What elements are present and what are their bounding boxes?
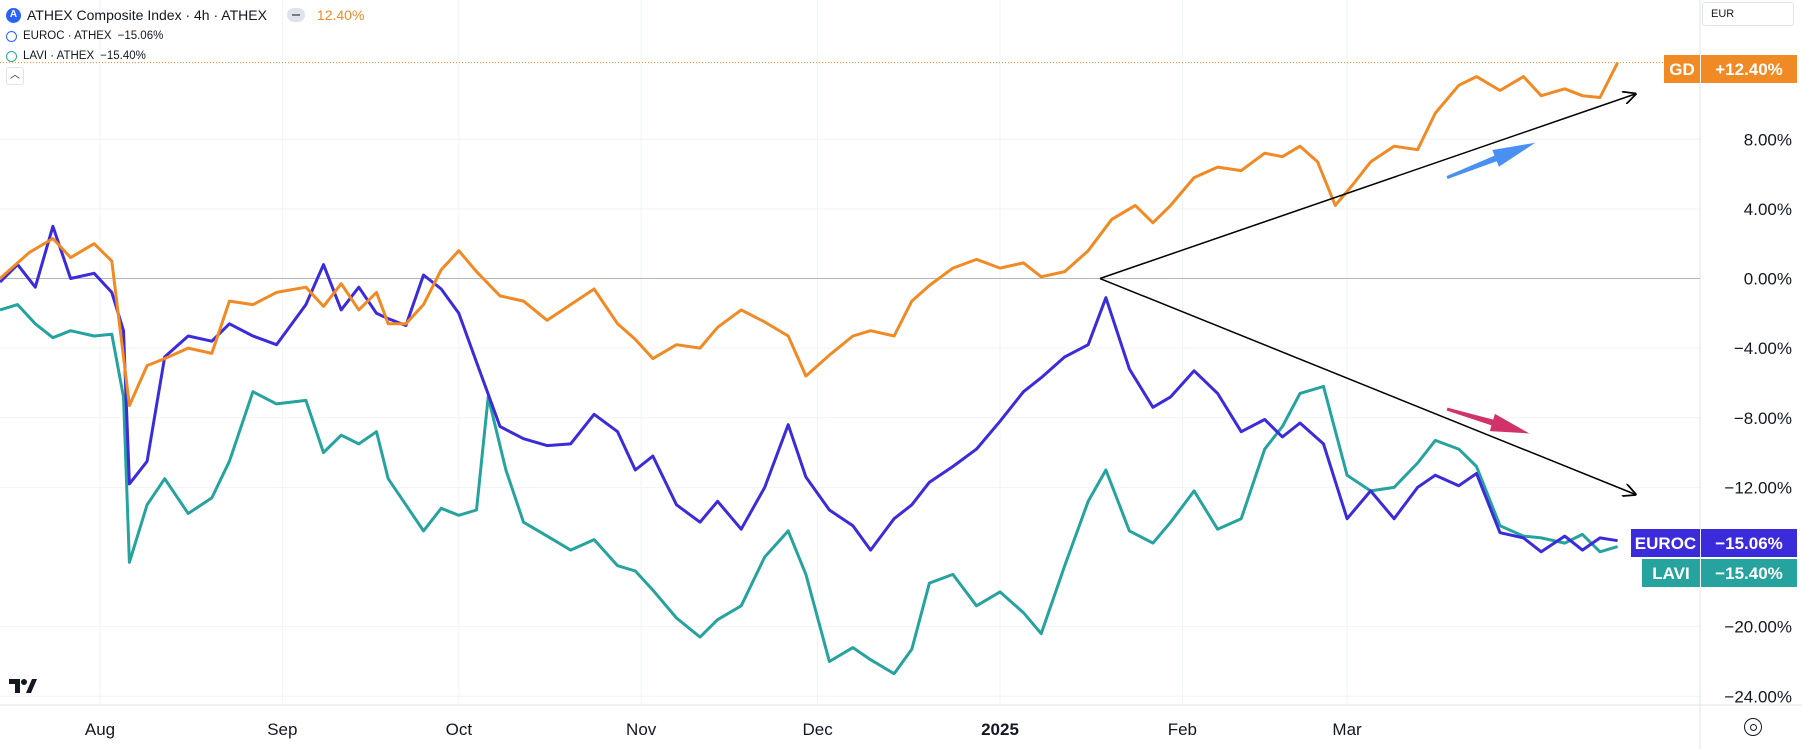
series-name-tag bbox=[1642, 559, 1700, 587]
euroc-change: −15.06% bbox=[117, 30, 164, 42]
price-axis-tick-label: −20.00% bbox=[1724, 618, 1792, 637]
series-line-euroc[interactable] bbox=[0, 224, 1618, 554]
last-value-labels: GD +12.40% EUROC −15.06% LAVI −15.40% bbox=[1631, 55, 1797, 587]
series-value-tag bbox=[1701, 559, 1797, 587]
legend-row-euroc[interactable]: EUROC · ATHEX −15.06% bbox=[6, 26, 364, 46]
price-axis-tick-label: −24.00% bbox=[1724, 687, 1792, 706]
series-name-text: GD bbox=[1669, 60, 1695, 79]
highlight-arrow-shape bbox=[1446, 407, 1530, 434]
legend-main-row[interactable]: A ATHEX Composite Index · 4h · ATHEX 12.… bbox=[6, 4, 364, 26]
series-value-text: +12.40% bbox=[1715, 60, 1783, 79]
series-layer bbox=[0, 62, 1619, 676]
highlight-arrow-drawing[interactable] bbox=[1445, 400, 1532, 442]
price-axis-tick-label: −12.00% bbox=[1724, 478, 1792, 497]
time-axis-tick-label: Nov bbox=[626, 720, 657, 739]
price-axis-tick-label: −4.00% bbox=[1734, 339, 1792, 358]
compare-symbol-icon bbox=[6, 30, 17, 42]
main-symbol[interactable]: ATHEX Composite Index · 4h · ATHEX bbox=[27, 7, 267, 23]
highlight-arrow-drawing[interactable] bbox=[1444, 134, 1539, 186]
price-axis-tick-label: 4.00% bbox=[1744, 200, 1792, 219]
compare-symbol-icon bbox=[6, 50, 17, 62]
price-axis-tick-label: 8.00% bbox=[1744, 130, 1792, 149]
chevron-up-icon[interactable]: ︿ bbox=[6, 67, 24, 85]
price-axis-tick-label: 0.00% bbox=[1744, 270, 1792, 289]
trend-arrow-drawing[interactable] bbox=[1099, 94, 1635, 280]
series-value-tag bbox=[1701, 529, 1797, 557]
time-axis-tick-label: Feb bbox=[1168, 720, 1197, 739]
exchange-logo-icon: A bbox=[6, 7, 21, 23]
series-name-text: LAVI bbox=[1652, 564, 1689, 583]
gear-icon[interactable] bbox=[1744, 718, 1762, 736]
legend-collapse-row[interactable]: ︿ bbox=[6, 66, 364, 86]
series-name-text: EUROC bbox=[1635, 534, 1696, 553]
series-name-tag bbox=[1664, 55, 1700, 83]
series-name-tag bbox=[1631, 529, 1700, 557]
chart-legend: A ATHEX Composite Index · 4h · ATHEX 12.… bbox=[6, 4, 364, 86]
time-axis-tick-label: 2025 bbox=[981, 720, 1019, 739]
euroc-symbol: EUROC · ATHEX bbox=[23, 30, 112, 42]
main-change: 12.40% bbox=[316, 7, 365, 23]
price-axis-tick-label: −8.00% bbox=[1734, 409, 1792, 428]
currency-selector[interactable]: EUR bbox=[1702, 2, 1794, 26]
time-axis-tick-label: Mar bbox=[1332, 720, 1362, 739]
eye-icon[interactable] bbox=[286, 8, 305, 22]
drawings-layer[interactable] bbox=[1099, 94, 1635, 495]
last-value-label-euroc: EUROC −15.06% bbox=[1631, 529, 1797, 557]
series-line-gd[interactable] bbox=[0, 62, 1619, 408]
price-axis[interactable]: 8.00% 4.00% 0.00% −4.00% −8.00% −12.00% −20.00… bbox=[1724, 130, 1792, 706]
time-axis-tick-label: Oct bbox=[446, 720, 473, 739]
series-line-lavi[interactable] bbox=[0, 303, 1619, 676]
series-value-tag bbox=[1701, 55, 1797, 83]
series-value-text: −15.40% bbox=[1715, 564, 1783, 583]
legend-row-lavi[interactable]: LAVI · ATHEX −15.40% bbox=[6, 46, 364, 66]
time-axis[interactable]: Aug Sep Oct Nov Dec 2025 Feb Mar bbox=[85, 720, 1362, 739]
highlight-arrow-shape bbox=[1446, 142, 1536, 179]
last-value-label-lavi: LAVI −15.40% bbox=[1642, 559, 1797, 587]
lavi-change: −15.40% bbox=[100, 50, 146, 62]
tradingview-logo-icon[interactable] bbox=[8, 678, 38, 694]
time-axis-tick-label: Dec bbox=[803, 720, 834, 739]
last-value-label-gd: GD +12.40% bbox=[1664, 55, 1797, 83]
time-axis-tick-label: Aug bbox=[85, 720, 115, 739]
lavi-symbol: LAVI · ATHEX bbox=[23, 50, 95, 62]
time-axis-tick-label: Sep bbox=[267, 720, 297, 739]
trend-arrow-drawing[interactable] bbox=[1099, 277, 1635, 495]
series-value-text: −15.06% bbox=[1715, 534, 1783, 553]
